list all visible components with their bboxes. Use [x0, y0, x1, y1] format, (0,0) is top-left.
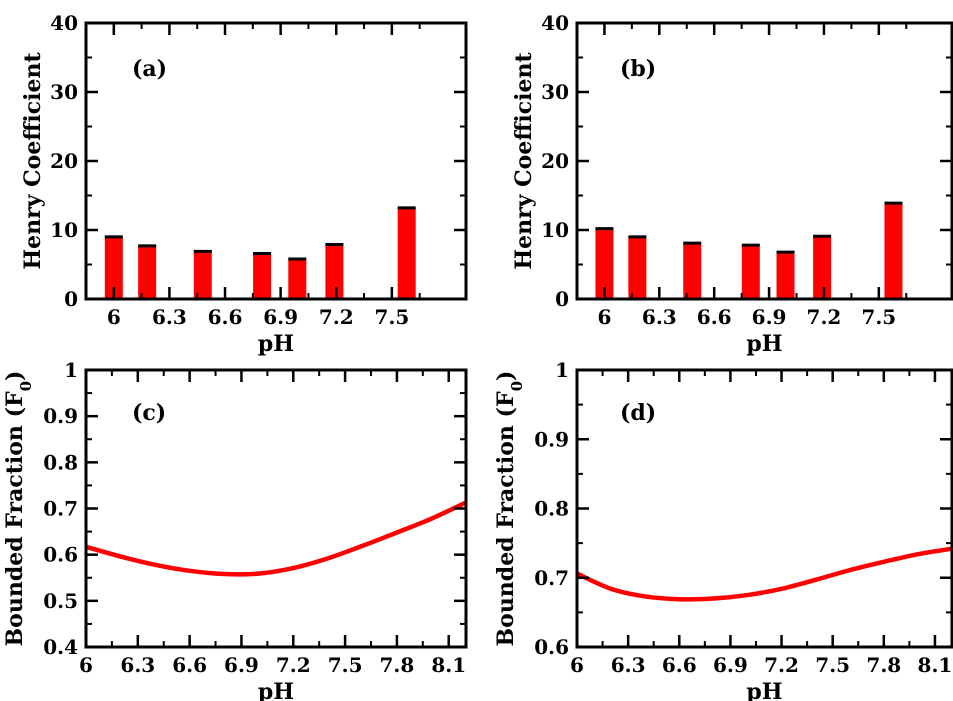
panel-label: (d) — [620, 400, 656, 426]
x-tick-label: 6.6 — [662, 653, 697, 677]
y-axis-title: Henry Coefficient — [20, 52, 46, 270]
y-tick-label: 0 — [555, 287, 569, 311]
x-tick-label: 6.9 — [224, 653, 259, 677]
bar — [628, 236, 647, 299]
y-tick-label: 0.4 — [43, 635, 78, 659]
x-tick-label: 6 — [79, 653, 93, 677]
y-tick-label: 0.8 — [534, 497, 569, 521]
y-tick-label: 40 — [50, 11, 78, 35]
x-tick-label: 6.6 — [697, 305, 732, 329]
x-tick-label: 8.1 — [918, 653, 953, 677]
y-tick-label: 0.6 — [534, 635, 569, 659]
y-axis-title: Bounded Fraction (F0) — [2, 371, 35, 647]
x-axis-title: pH — [746, 331, 782, 357]
bar — [138, 245, 157, 299]
y-tick-label: 0.8 — [43, 450, 78, 474]
x-axis-title: pH — [258, 679, 294, 701]
x-tick-label: 8.1 — [431, 653, 466, 677]
y-tick-label: 40 — [541, 11, 569, 35]
panel-label: (b) — [620, 56, 656, 82]
x-tick-label: 7.2 — [807, 305, 842, 329]
y-tick-label: 0.9 — [534, 427, 569, 451]
y-tick-label: 30 — [541, 80, 569, 104]
x-tick-label: 6.9 — [713, 653, 748, 677]
x-tick-label: 7.2 — [276, 653, 311, 677]
x-tick-label: 6.9 — [752, 305, 787, 329]
y-tick-label: 0.5 — [43, 589, 78, 613]
panel-label: (c) — [132, 400, 166, 426]
x-tick-label: 6.3 — [611, 653, 646, 677]
x-tick-label: 6.6 — [172, 653, 207, 677]
series-line — [576, 546, 953, 602]
panel-b: 0 10 20 30 40 6 6.3 6.6 6.9 7.2 7.5 pH Henry Coeffic… — [511, 11, 953, 357]
bar — [397, 207, 416, 299]
bar — [884, 203, 903, 299]
x-tick-label: 6.3 — [152, 305, 187, 329]
x-tick-label: 6.9 — [263, 305, 298, 329]
y-tick-label: 1 — [64, 358, 78, 382]
x-tick-label: 7.2 — [319, 305, 354, 329]
bar — [253, 253, 272, 299]
x-tick-label: 6.6 — [208, 305, 243, 329]
x-tick-label: 7.5 — [815, 653, 850, 677]
bar — [193, 251, 212, 299]
x-tick-label: 7.5 — [374, 305, 409, 329]
x-tick-label: 7.8 — [380, 653, 415, 677]
y-tick-label: 20 — [541, 149, 569, 173]
y-tick-label: 20 — [50, 149, 78, 173]
x-axis-title: pH — [258, 331, 294, 357]
series-line — [85, 500, 467, 577]
panel-c: 0.4 0.5 0.6 0.7 0.8 0.9 1 6 6.3 6.6 6.9 7.2 7.5 7.8 8.… — [2, 358, 468, 701]
bar — [741, 245, 760, 299]
y-axis-title: Bounded Fraction (F0) — [493, 371, 526, 647]
x-tick-label: 6 — [107, 305, 121, 329]
panel-a: 0 10 20 30 40 6 6.3 6.6 6.9 7.2 7.5 pH Henry Coeffic… — [20, 11, 468, 357]
bar — [683, 243, 702, 299]
x-tick-label: 6 — [597, 305, 611, 329]
y-tick-label: 0.7 — [534, 566, 569, 590]
x-tick-label: 6 — [570, 653, 584, 677]
x-tick-label: 7.5 — [328, 653, 363, 677]
panel-d: 0.6 0.7 0.8 0.9 1 6 6.3 6.6 6.9 7.2 7.5 7.8 8.1 pH Bou… — [493, 358, 953, 701]
x-tick-label: 6.3 — [120, 653, 155, 677]
bar — [776, 252, 795, 299]
panel-label: (a) — [132, 56, 167, 82]
y-axis-title: Henry Coefficient — [511, 52, 537, 270]
x-tick-label: 7.2 — [764, 653, 799, 677]
x-axis-title: pH — [746, 679, 782, 701]
y-tick-label: 1 — [555, 358, 569, 382]
y-tick-label: 0.6 — [43, 543, 78, 567]
x-tick-label: 6.3 — [642, 305, 677, 329]
y-tick-label: 0.7 — [43, 497, 78, 521]
bar — [813, 236, 832, 299]
bar — [104, 236, 123, 299]
bar — [595, 228, 614, 299]
bar — [325, 244, 344, 299]
y-tick-label: 0.9 — [43, 404, 78, 428]
x-tick-label: 7.8 — [866, 653, 901, 677]
y-tick-label: 10 — [50, 218, 78, 242]
bar — [288, 258, 307, 299]
y-tick-label: 30 — [50, 80, 78, 104]
y-tick-label: 10 — [541, 218, 569, 242]
y-tick-label: 0 — [64, 287, 78, 311]
x-tick-label: 7.5 — [861, 305, 896, 329]
